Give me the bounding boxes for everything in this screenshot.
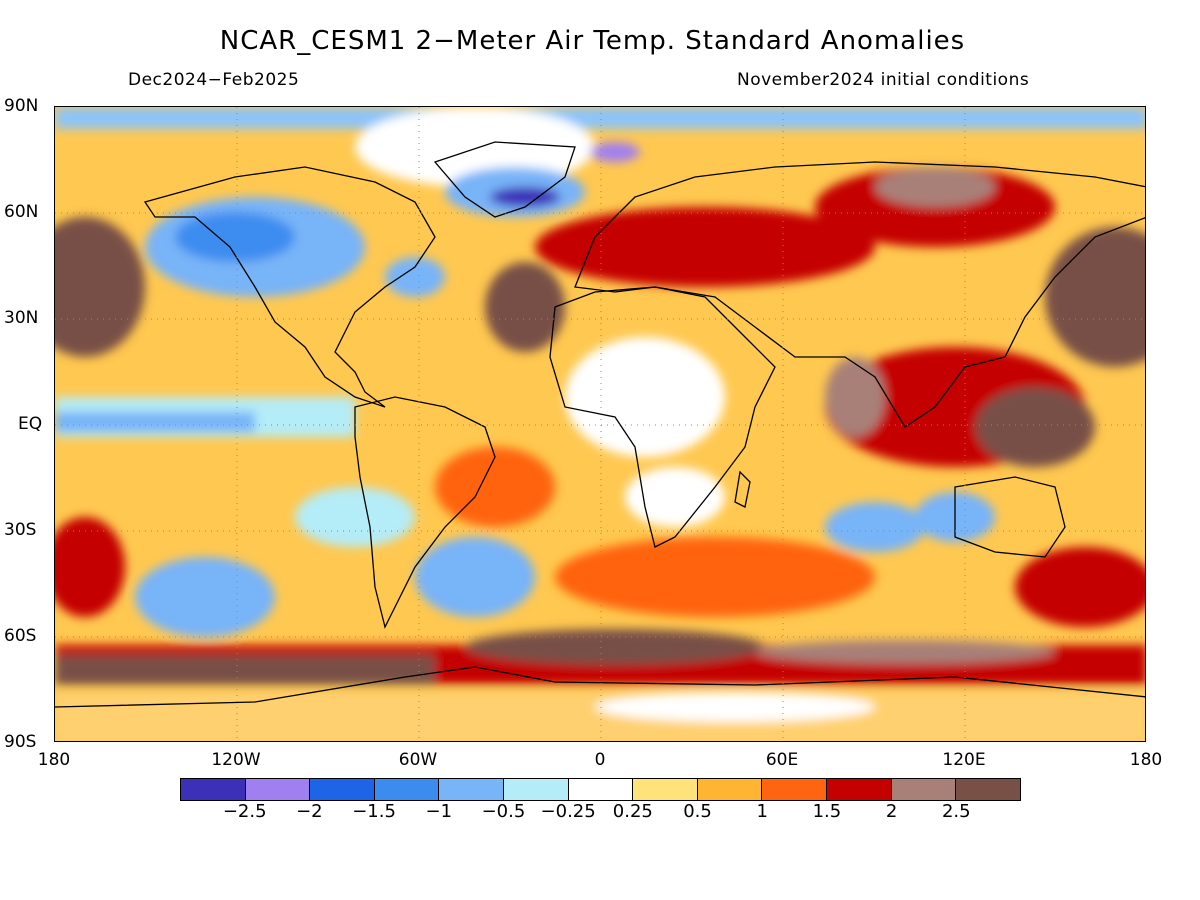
colorbar-label: 2.5: [941, 801, 971, 822]
colorbar-swatch: [827, 779, 892, 800]
lon-label-180w: 180: [37, 750, 71, 770]
colorbar-label: −0.25: [540, 801, 596, 822]
colorbar-swatch: [504, 779, 569, 800]
colorbar-swatch: [697, 779, 763, 800]
colorbar-label: 2: [885, 801, 898, 822]
colorbar-label: −1: [425, 801, 453, 822]
colorbar-swatch: [762, 779, 828, 800]
lon-label-60w: 60W: [398, 750, 438, 770]
lat-label-30n: 30N: [4, 308, 39, 328]
colorbar-label: −2.5: [222, 801, 267, 822]
colorbar-swatch: [310, 779, 375, 800]
colorbar-label: −1.5: [352, 801, 396, 822]
lon-label-0: 0: [594, 750, 606, 770]
colorbar-label: −0.5: [481, 801, 526, 822]
colorbar-swatch: [633, 779, 698, 800]
colorbar-label: 1.5: [812, 801, 842, 822]
colorbar-label: 0.5: [683, 801, 712, 822]
lon-label-60e: 60E: [765, 750, 799, 770]
initial-conditions-subtitle: November2024 initial conditions: [737, 70, 1030, 90]
anomaly-map: [54, 106, 1146, 742]
lat-label-30s: 30S: [4, 520, 37, 540]
lon-label-120e: 120E: [942, 750, 986, 770]
lon-label-120w: 120W: [211, 750, 261, 770]
colorbar-swatch: [891, 779, 957, 800]
colorbar-label: 0.25: [612, 801, 653, 822]
colorbar-swatch: [181, 779, 246, 800]
lat-label-eq: EQ: [18, 414, 43, 434]
colorbar: [180, 778, 1021, 801]
lon-label-180e: 180: [1129, 750, 1163, 770]
colorbar-swatch: [439, 779, 505, 800]
lat-label-60n: 60N: [4, 202, 39, 222]
lat-label-60s: 60S: [4, 626, 37, 646]
colorbar-label: −2: [296, 801, 323, 822]
colorbar-swatch: [245, 779, 311, 800]
colorbar-swatch: [374, 779, 440, 800]
lat-label-90s: 90S: [4, 732, 37, 752]
colorbar-swatch: [956, 779, 1020, 800]
colorbar-swatch: [568, 779, 634, 800]
colorbar-label: 1: [756, 801, 768, 822]
lat-label-90n: 90N: [4, 96, 39, 116]
map-title: NCAR_CESM1 2−Meter Air Temp. Standard An…: [219, 26, 966, 56]
map-canvas: [55, 107, 1145, 741]
season-subtitle: Dec2024−Feb2025: [128, 70, 300, 90]
